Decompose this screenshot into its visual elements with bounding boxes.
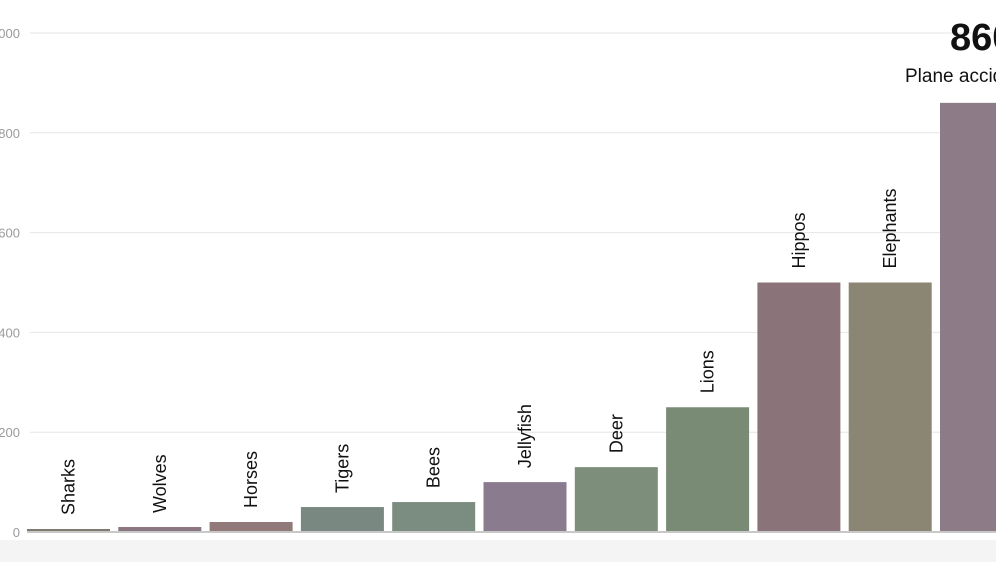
category-label: Sharks [59, 459, 79, 515]
category-label: Tigers [332, 444, 352, 493]
bar [483, 482, 567, 532]
category-labels: Sharks Wolves Horses Tigers Bees Jellyfish Dee… [59, 188, 901, 515]
category-label: Hippos [789, 212, 809, 268]
category-label: Wolves [150, 454, 170, 513]
y-tick-label: 1000 [0, 26, 20, 41]
category-label: Jellyfish [515, 404, 535, 468]
y-axis-ticks: 0 200 400 600 800 1000 [0, 26, 20, 540]
bar [392, 502, 476, 532]
bar [666, 407, 750, 532]
y-tick-label: 0 [13, 525, 20, 540]
category-label: Elephants [880, 188, 900, 268]
bars [27, 102, 996, 533]
y-tick-label: 200 [0, 425, 20, 440]
bar [757, 282, 841, 532]
bar [209, 522, 293, 532]
bar [27, 529, 110, 532]
category-label: Horses [241, 451, 261, 508]
highlight-value: 860 [950, 17, 996, 59]
bar [118, 527, 202, 532]
bar [300, 507, 384, 532]
category-label: Lions [698, 350, 718, 393]
bar [848, 282, 932, 532]
category-label: Bees [424, 447, 444, 488]
footer-band [0, 540, 996, 562]
y-tick-label: 600 [0, 226, 20, 241]
category-label: Deer [606, 414, 626, 453]
bar [940, 102, 996, 533]
y-tick-label: 400 [0, 325, 20, 340]
highlight-label: Plane accidents [905, 66, 996, 87]
y-tick-label: 800 [0, 126, 20, 141]
bar [574, 467, 658, 532]
